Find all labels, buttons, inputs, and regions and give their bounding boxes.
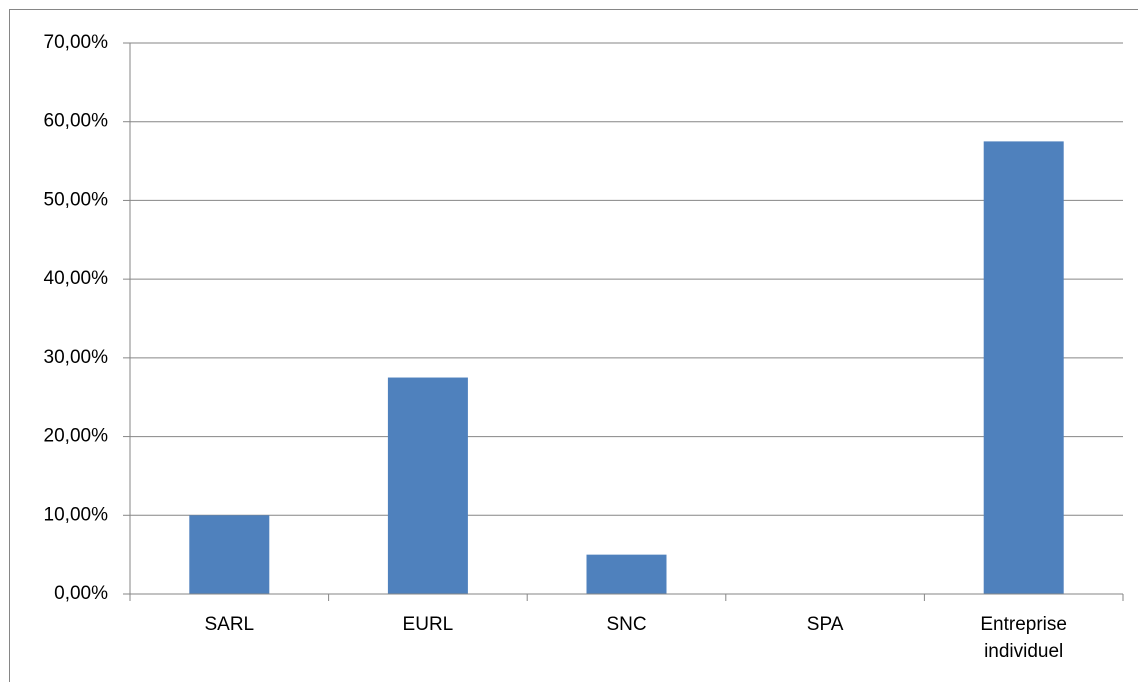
x-tick-label: EURL xyxy=(402,614,454,635)
bar xyxy=(387,377,468,594)
y-tick-label: 20,00% xyxy=(44,426,109,447)
y-tick-label: 60,00% xyxy=(44,111,109,132)
y-tick-label: 10,00% xyxy=(44,504,109,525)
y-tick-label: 50,00% xyxy=(44,189,109,210)
bar xyxy=(586,554,667,594)
bar xyxy=(189,515,270,594)
y-tick-label: 70,00% xyxy=(44,32,109,53)
x-tick-label: SPA xyxy=(806,614,844,635)
x-tick-label: Entreprise individuel xyxy=(980,614,1067,662)
y-tick-label: 40,00% xyxy=(44,268,109,289)
y-tick-label: 0,00% xyxy=(54,583,108,604)
y-tick-label: 30,00% xyxy=(44,347,109,368)
x-tick-label: SNC xyxy=(606,614,647,635)
bar xyxy=(983,141,1064,594)
chart-border xyxy=(9,9,1138,682)
x-tick-label: SARL xyxy=(204,614,255,635)
